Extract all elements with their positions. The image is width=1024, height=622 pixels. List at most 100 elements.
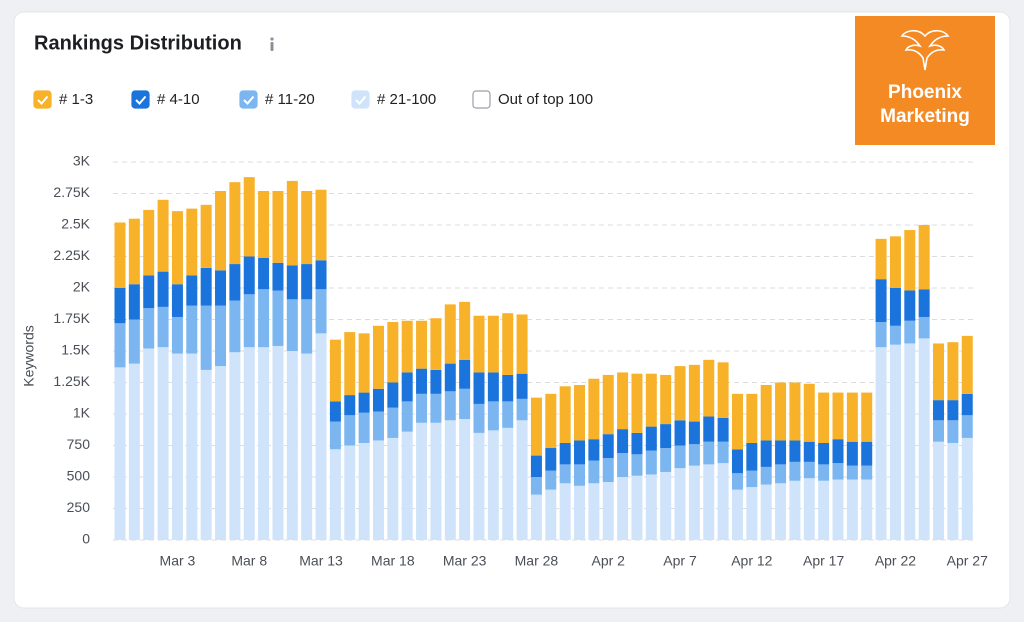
bar-segment (617, 477, 629, 540)
bar-segment (286, 265, 298, 300)
legend-checkbox[interactable] (33, 90, 52, 109)
bar-segment (114, 222, 126, 288)
bar-segment (889, 236, 901, 288)
bar-segment (459, 301, 471, 360)
bar-segment (559, 386, 571, 443)
bar-segment (760, 466, 772, 485)
legend-label: # 11-20 (265, 91, 315, 108)
legend-label: Out of top 100 (498, 91, 593, 108)
check-mark (37, 95, 49, 105)
bar-segment (760, 484, 772, 540)
bar-segment (401, 320, 413, 373)
bar-segment (229, 352, 241, 540)
bar-segment (229, 300, 241, 353)
bar-segment (186, 208, 198, 276)
bar-segment (947, 342, 959, 401)
check-mark (243, 95, 255, 105)
bar-segment (961, 393, 973, 416)
bar-segment (416, 422, 428, 540)
bar-segment (746, 393, 758, 443)
bar-segment (128, 319, 140, 364)
bar-segment (171, 284, 183, 317)
bar-segment (803, 478, 815, 540)
bar-segment (372, 325, 384, 389)
bar-segment (200, 267, 212, 306)
bar-segment (602, 374, 614, 435)
logo-text: Phoenix (888, 82, 962, 103)
bar-segment (961, 437, 973, 540)
bar-segment (128, 284, 140, 320)
logo: Phoenix Marketing (855, 16, 995, 145)
y-tick-label: 750 (67, 436, 91, 452)
bar-segment (301, 353, 313, 540)
bar-segment (502, 401, 514, 428)
bar-segment (444, 391, 456, 421)
bar-segment (717, 417, 729, 442)
bar-segment (344, 395, 356, 416)
bar-segment (617, 453, 629, 477)
bar-segment (473, 403, 485, 433)
bar-segment (631, 454, 643, 476)
bar-segment (775, 382, 787, 441)
bar-segment (904, 290, 916, 321)
bar-segment (717, 362, 729, 418)
bar-segment (918, 338, 930, 540)
bar-segment (186, 353, 198, 540)
legend-checkbox[interactable] (472, 90, 491, 109)
bar-segment (545, 448, 557, 471)
y-tick-label: 1.25K (53, 373, 90, 389)
bar-segment (315, 333, 327, 540)
bar-segment (631, 373, 643, 433)
bar-segment (832, 439, 844, 464)
bar-segment (947, 400, 959, 421)
bar-segment (243, 177, 255, 257)
legend-checkbox[interactable] (239, 90, 258, 109)
bar-segment (358, 442, 370, 540)
bar-segment (803, 461, 815, 479)
bar-segment (473, 372, 485, 404)
x-tick-label: Apr 27 (947, 553, 988, 569)
bar-segment (602, 458, 614, 483)
bar-segment (128, 363, 140, 540)
bar-segment (387, 382, 399, 408)
bar-segment (301, 190, 313, 265)
bar-segment (401, 401, 413, 432)
bar-segment (128, 218, 140, 285)
bar-segment (114, 367, 126, 540)
bar-segment (516, 314, 528, 374)
bar-segment (272, 190, 284, 263)
bar-segment (875, 279, 887, 323)
bar-segment (703, 464, 715, 540)
bar-segment (243, 256, 255, 295)
bar-segment (272, 345, 284, 540)
info-icon[interactable] (270, 37, 274, 51)
legend-checkbox[interactable] (351, 90, 370, 109)
bar-segment (918, 316, 930, 339)
x-tick-label: Apr 22 (875, 553, 916, 569)
bar-segment (344, 415, 356, 446)
y-tick-label: 0 (82, 531, 90, 547)
x-tick-label: Apr 2 (592, 553, 626, 569)
bar-segment (631, 432, 643, 455)
bar-segment (660, 471, 672, 540)
bar-segment (530, 494, 542, 540)
bar-segment (315, 260, 327, 290)
bar-segment (875, 238, 887, 280)
bar-segment (487, 315, 499, 373)
bar-segment (171, 211, 183, 285)
bar-segment (143, 209, 155, 276)
bar-segment (775, 464, 787, 484)
legend-checkbox[interactable] (131, 90, 150, 109)
bar-segment (114, 323, 126, 368)
y-tick-label: 1K (73, 405, 91, 421)
bar-segment (143, 308, 155, 349)
bar-segment (502, 374, 514, 402)
bar-segment (171, 316, 183, 354)
bar-segment (143, 275, 155, 309)
bar-segment (731, 473, 743, 490)
bar-segment (588, 378, 600, 440)
bar-segment (889, 325, 901, 345)
bar-segment (875, 322, 887, 348)
bar-segment (688, 444, 700, 466)
